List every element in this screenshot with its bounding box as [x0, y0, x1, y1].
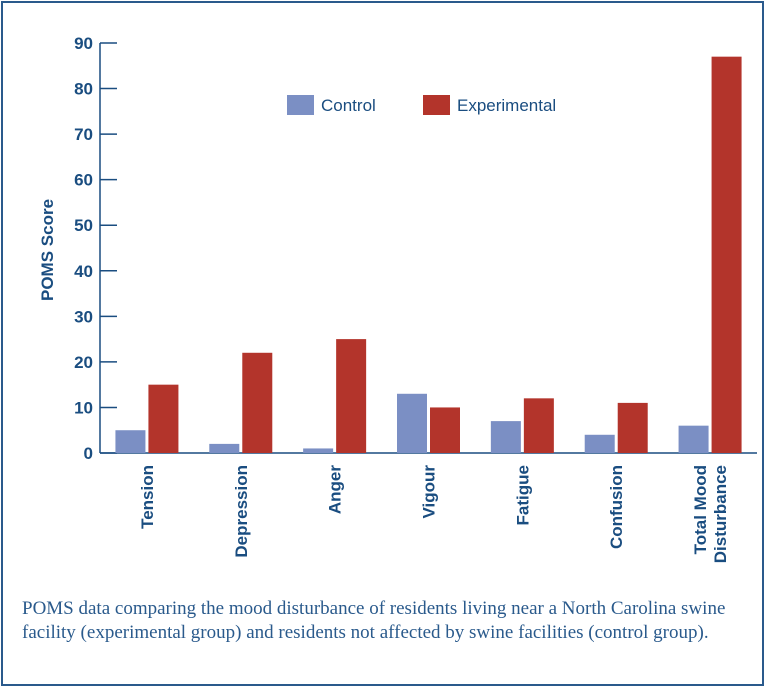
bar-control-anger: [303, 448, 334, 453]
x-tick-label: Total Mood: [691, 465, 710, 554]
bar-experimental-fatigue: [523, 398, 554, 453]
y-tick-label: 60: [74, 171, 93, 190]
bar-control-total-mood-disturbance: [678, 425, 709, 453]
poms-bar-chart: 0 10 20 30 40 50 60 70 80 90 Tension Depression Ang…: [38, 34, 757, 563]
bar-experimental-tension: [148, 384, 179, 453]
bar-experimental-depression: [242, 352, 273, 453]
bar-experimental-total-mood-disturbance: [711, 56, 742, 454]
bar-experimental-confusion: [617, 402, 648, 453]
x-axis: Tension Depression Anger Vigour Fatigue Confu…: [100, 452, 757, 563]
bar-control-tension: [115, 430, 146, 453]
y-axis: 0 10 20 30 40 50 60 70 80 90: [74, 34, 117, 463]
x-tick-label: Tension: [138, 465, 157, 529]
x-tick-label: Depression: [232, 465, 251, 558]
x-tick-label: Confusion: [607, 465, 626, 549]
legend-swatch-control: [287, 95, 314, 115]
bar-experimental-anger: [336, 339, 367, 453]
bar-control-confusion: [584, 434, 615, 453]
y-tick-label: 70: [74, 125, 93, 144]
bar-control-depression: [209, 443, 240, 453]
bar-experimental-vigour: [430, 407, 460, 453]
y-tick-label: 40: [74, 262, 93, 281]
legend-label-experimental: Experimental: [457, 96, 556, 115]
y-tick-label: 0: [84, 444, 93, 463]
y-tick-label: 50: [74, 216, 93, 235]
x-tick-label: Anger: [326, 465, 345, 515]
x-tick-label: Fatigue: [513, 465, 532, 525]
x-tick-label: Disturbance: [711, 465, 730, 563]
bar-control-fatigue: [490, 421, 521, 453]
y-axis-label: POMS Score: [38, 199, 57, 301]
y-tick-label: 20: [74, 353, 93, 372]
legend-label-control: Control: [321, 96, 376, 115]
bars: [115, 56, 742, 454]
bar-control-vigour: [397, 393, 427, 453]
figure-caption: POMS data comparing the mood disturbance…: [22, 598, 726, 643]
y-tick-label: 10: [74, 398, 93, 417]
legend-swatch-experimental: [423, 95, 450, 115]
y-tick-label: 90: [74, 34, 93, 53]
x-tick-label: Vigour: [420, 465, 439, 519]
y-tick-label: 80: [74, 80, 93, 99]
y-tick-label: 30: [74, 307, 93, 326]
legend: Control Experimental: [287, 95, 556, 115]
